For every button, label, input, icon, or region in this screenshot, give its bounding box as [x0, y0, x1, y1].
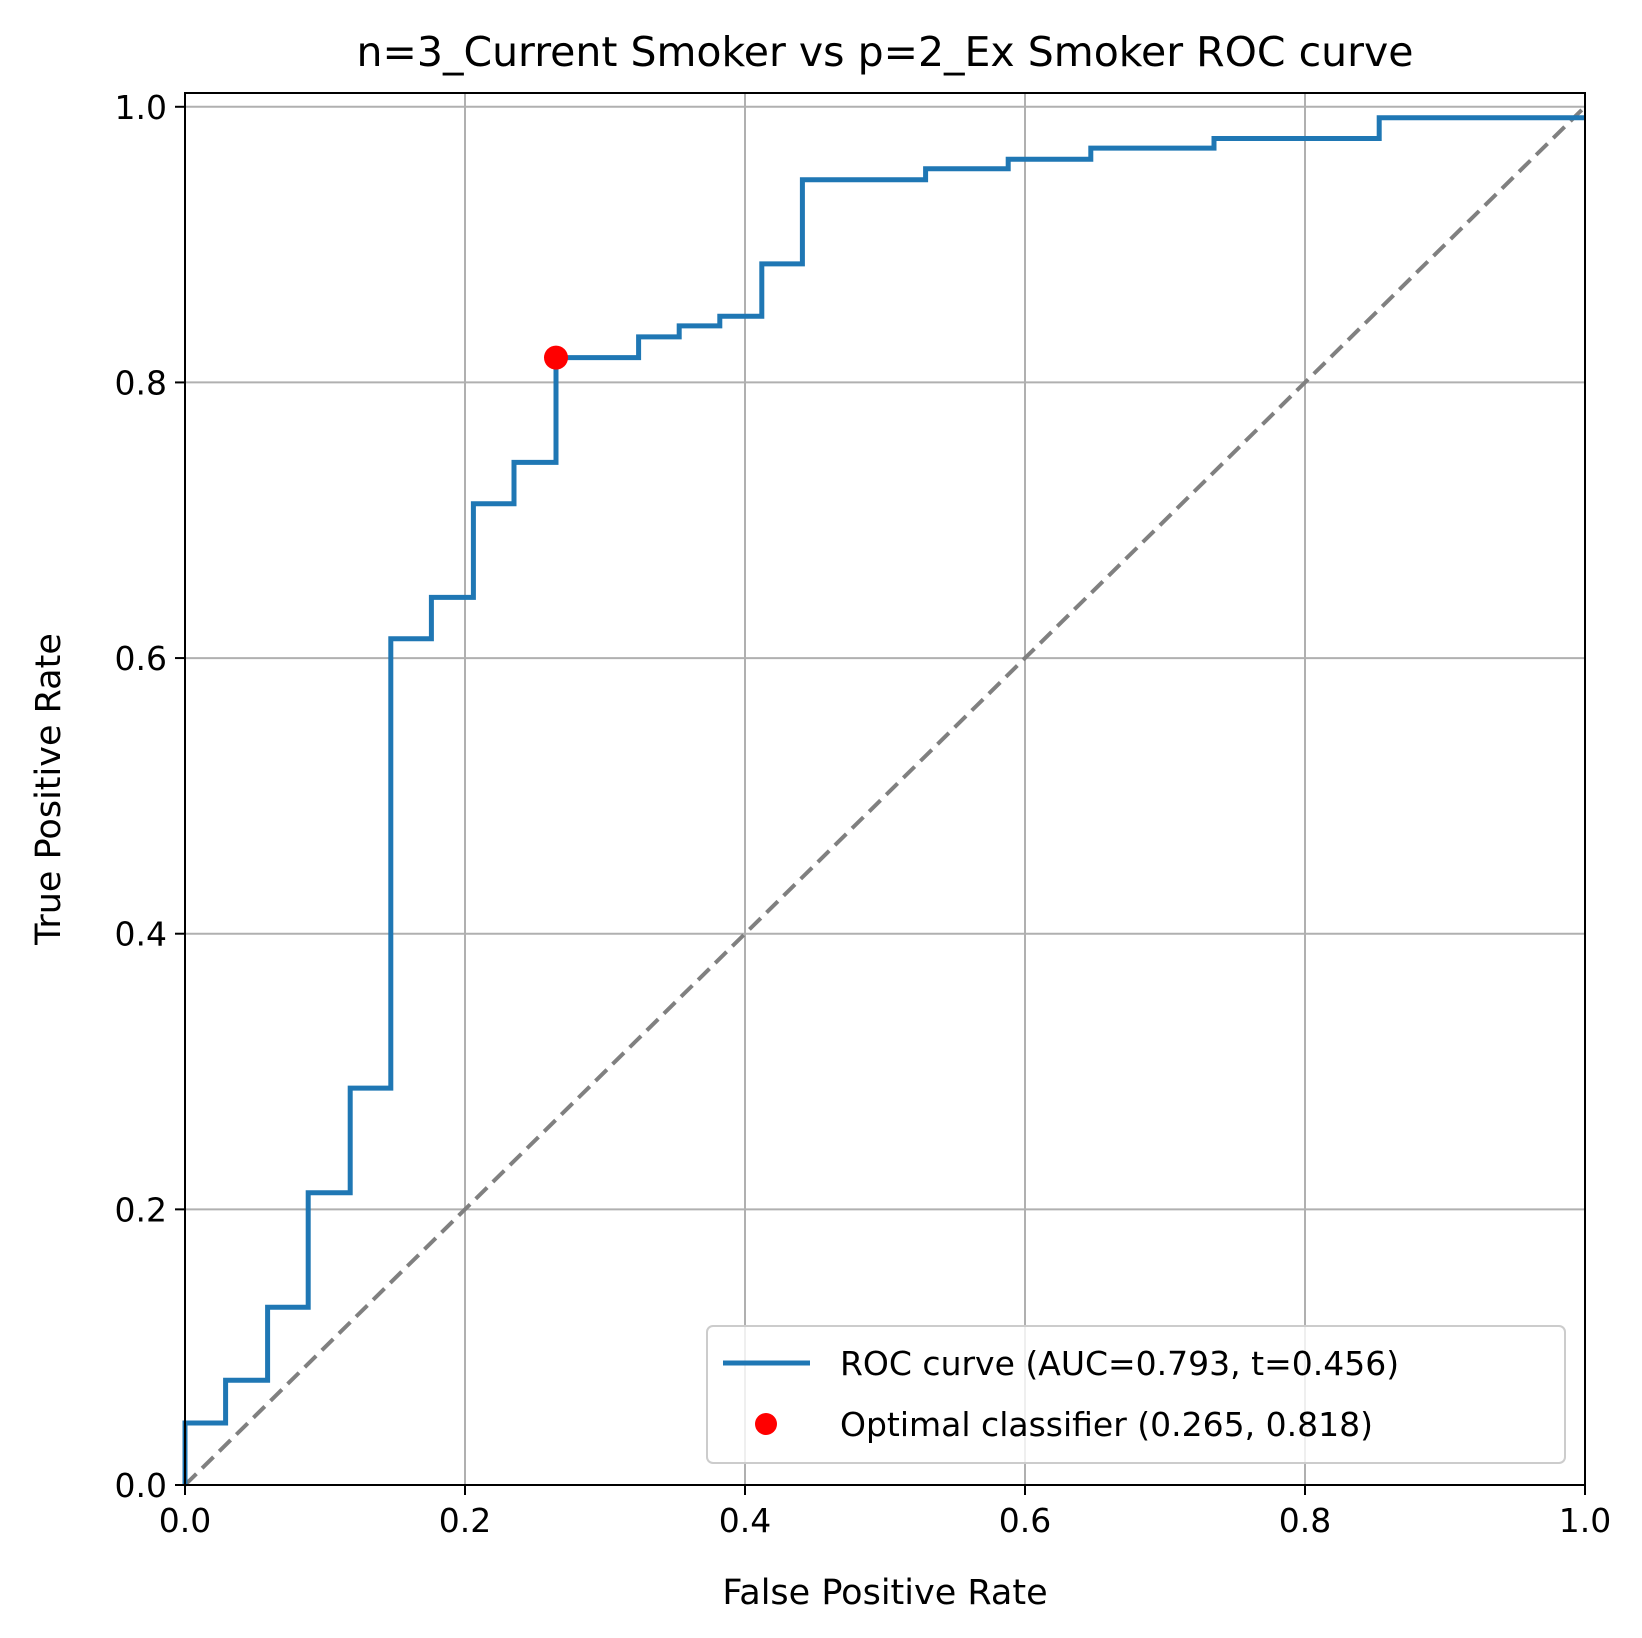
y-tick-label: 0.0: [115, 1466, 167, 1505]
legend-optimal-label: Optimal classifier (0.265, 0.818): [840, 1405, 1373, 1444]
x-axis-label: False Positive Rate: [722, 1573, 1047, 1613]
series-layer: [182, 115, 1585, 1485]
x-tick-label: 0.6: [999, 1501, 1051, 1540]
plot-frame: [184, 92, 1586, 1486]
x-tick-label: 0.2: [439, 1501, 491, 1540]
y-axis-label: True Positive Rate: [29, 633, 69, 946]
y-tick-label: 0.6: [115, 639, 167, 678]
y-tick-label: 0.4: [115, 915, 167, 954]
chance-diagonal-line: [183, 105, 1587, 1487]
legend: ROC curve (AUC=0.793, t=0.456) Optimal c…: [706, 1325, 1566, 1464]
x-tick-label: 0.0: [159, 1501, 211, 1540]
chance-line-layer: [183, 105, 1587, 1487]
grid-lines: [184, 93, 1586, 1486]
x-tick-label: 1.0: [1559, 1501, 1611, 1540]
x-axis-ticks: 0.0 0.2 0.4 0.6 0.8 1.0: [159, 1485, 1611, 1540]
x-tick-label: 0.8: [1279, 1501, 1331, 1540]
legend-optimal-swatch: [755, 1413, 777, 1435]
y-tick-label: 1.0: [115, 88, 167, 127]
y-tick-label: 0.2: [115, 1190, 167, 1229]
y-tick-label: 0.8: [115, 363, 167, 402]
y-axis-ticks: 0.0 0.2 0.4 0.6 0.8 1.0: [115, 88, 185, 1505]
legend-box: [706, 1325, 1566, 1464]
legend-roc-label: ROC curve (AUC=0.793, t=0.456): [840, 1344, 1399, 1383]
roc-curve-line: [182, 115, 1585, 1485]
x-tick-label: 0.4: [719, 1501, 771, 1540]
optimal-classifier-point: [544, 345, 568, 370]
chart-title: n=3_Current Smoker vs p=2_Ex Smoker ROC …: [357, 28, 1414, 76]
